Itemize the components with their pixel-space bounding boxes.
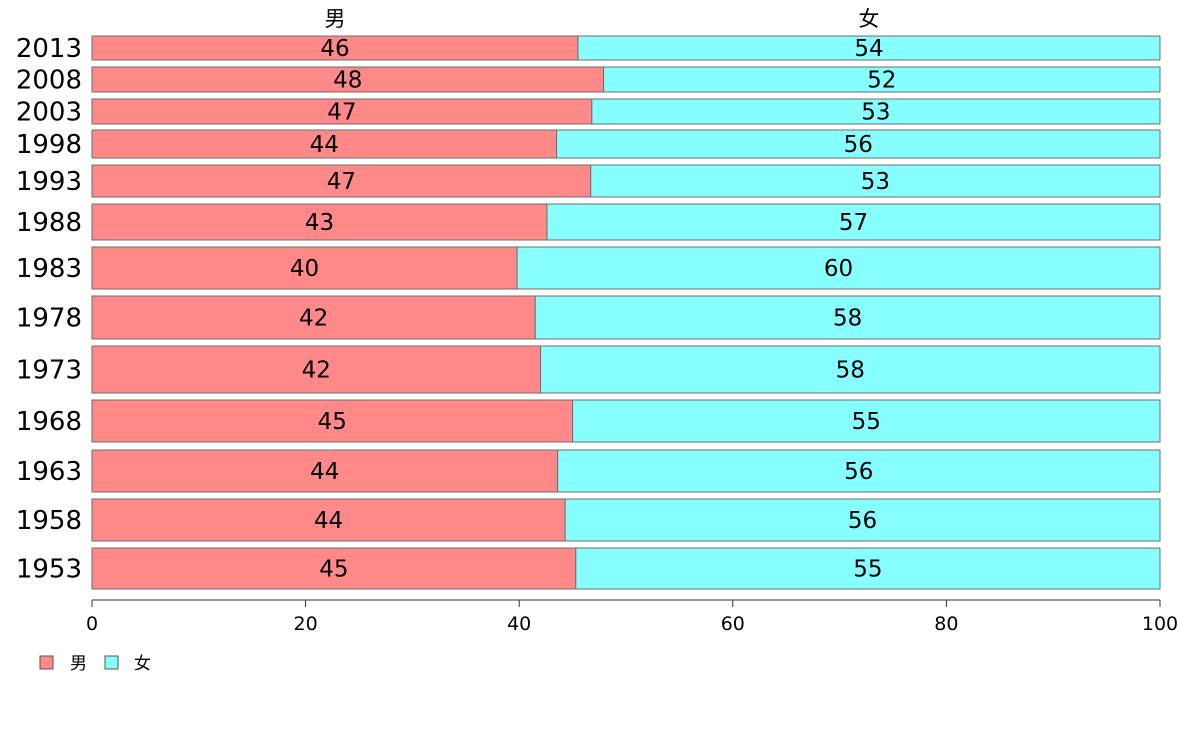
bar-female-1968: [572, 399, 1161, 443]
x-tick-40: 40: [507, 613, 531, 635]
y-tick-1958: 1958: [16, 506, 82, 536]
label-female-1958: 56: [848, 508, 877, 534]
label-male-2013: 46: [320, 36, 349, 62]
y-tick-1968: 1968: [16, 407, 82, 437]
x-axis: 0 20 40 60 80 100: [86, 599, 1178, 635]
bar-female-2008: [603, 66, 1161, 93]
label-male-1993: 47: [327, 169, 356, 195]
label-male-1978: 42: [299, 306, 328, 332]
y-tick-2013: 2013: [16, 34, 82, 64]
label-female-2003: 53: [861, 100, 890, 126]
bar-female-1953: [575, 547, 1161, 590]
label-female-1983: 60: [824, 256, 853, 282]
y-tick-1998: 1998: [16, 130, 82, 160]
label-female-1968: 55: [852, 409, 881, 435]
label-male-1968: 45: [318, 409, 347, 435]
x-tick-80: 80: [934, 613, 958, 635]
label-male-2008: 48: [333, 68, 362, 94]
label-female-1953: 55: [853, 557, 882, 583]
bar-male-1958: [91, 498, 566, 542]
bar-male-1973: [91, 345, 542, 394]
y-tick-1988: 1988: [16, 208, 82, 238]
legend-swatch-female: [104, 655, 119, 670]
bar-male-2013: [91, 35, 579, 61]
bar-male-2008: [91, 66, 605, 93]
x-tick-0: 0: [86, 613, 98, 635]
bar-male-1968: [91, 399, 574, 443]
bar-male-2003: [91, 98, 593, 125]
legend-label-female: 女: [134, 654, 151, 674]
bar-male-1993: [91, 164, 592, 198]
y-tick-1993: 1993: [16, 167, 82, 197]
series-headers: 男女: [324, 7, 879, 31]
bar-male-1983: [91, 246, 518, 290]
label-female-1998: 56: [844, 132, 873, 158]
label-female-2013: 54: [854, 36, 883, 62]
bar-female-2013: [577, 35, 1161, 61]
label-male-1988: 43: [305, 210, 334, 236]
bar-male-1998: [91, 129, 558, 159]
label-female-1993: 53: [861, 169, 890, 195]
series-header-male: 男: [324, 7, 345, 31]
label-male-1998: 44: [310, 132, 339, 158]
y-tick-2008: 2008: [16, 66, 82, 96]
legend-label-male: 男: [70, 654, 87, 674]
y-tick-1963: 1963: [16, 457, 82, 487]
y-tick-1953: 1953: [16, 555, 82, 585]
label-male-1963: 44: [310, 459, 339, 485]
bar-female-1963: [557, 449, 1161, 493]
x-tick-20: 20: [294, 613, 318, 635]
bar-female-1958: [564, 498, 1161, 542]
bar-female-1973: [540, 345, 1161, 394]
bar-female-1983: [516, 246, 1161, 290]
bars: 46 54 48 52 47 53 44 56 47 53 43 57 40 60 42 58 42 58 45 55…: [91, 35, 1161, 590]
bar-female-2003: [591, 98, 1161, 125]
label-male-1983: 40: [290, 256, 319, 282]
y-tick-1983: 1983: [16, 254, 82, 284]
label-female-1963: 56: [844, 459, 873, 485]
bar-female-1998: [556, 129, 1161, 159]
y-tick-1973: 1973: [16, 356, 82, 386]
x-tick-60: 60: [721, 613, 745, 635]
label-female-1978: 58: [833, 306, 862, 332]
label-male-2003: 47: [327, 100, 356, 126]
label-male-1973: 42: [302, 358, 331, 384]
x-tick-100: 100: [1142, 613, 1178, 635]
y-tick-2003: 2003: [16, 98, 82, 128]
bar-female-1993: [590, 164, 1161, 198]
bar-male-1963: [91, 449, 559, 493]
bar-female-1978: [534, 295, 1161, 340]
bar-female-1988: [546, 203, 1161, 241]
label-male-1953: 45: [319, 557, 348, 583]
label-female-1988: 57: [839, 210, 868, 236]
series-header-female: 女: [858, 7, 879, 31]
legend-swatch-male: [39, 655, 54, 670]
label-male-1958: 44: [314, 508, 343, 534]
legend: 男女: [39, 654, 151, 674]
bar-male-1953: [91, 547, 577, 590]
label-female-2008: 52: [867, 68, 896, 94]
label-female-1973: 58: [836, 358, 865, 384]
y-tick-1978: 1978: [16, 304, 82, 334]
